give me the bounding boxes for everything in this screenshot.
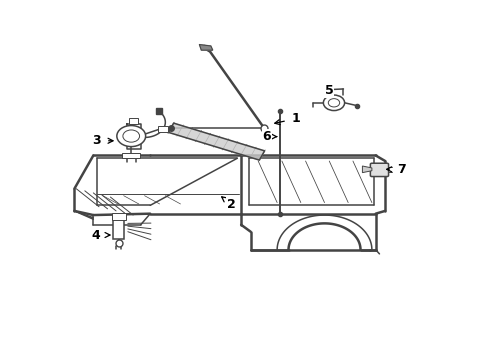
FancyBboxPatch shape [158, 126, 167, 132]
Polygon shape [168, 123, 264, 160]
Polygon shape [362, 166, 371, 173]
FancyBboxPatch shape [122, 153, 140, 158]
Text: 5: 5 [324, 84, 333, 97]
FancyBboxPatch shape [369, 163, 388, 176]
FancyBboxPatch shape [113, 217, 124, 239]
FancyBboxPatch shape [112, 213, 125, 220]
Text: 2: 2 [227, 198, 236, 211]
Text: 3: 3 [92, 134, 101, 147]
Text: 7: 7 [396, 163, 405, 176]
Circle shape [117, 126, 145, 147]
Polygon shape [199, 45, 212, 50]
Circle shape [122, 130, 139, 142]
Text: 1: 1 [291, 112, 300, 125]
FancyBboxPatch shape [128, 118, 138, 125]
Circle shape [327, 99, 339, 107]
Text: 4: 4 [91, 229, 100, 242]
Circle shape [323, 95, 344, 111]
Text: 6: 6 [262, 130, 271, 143]
